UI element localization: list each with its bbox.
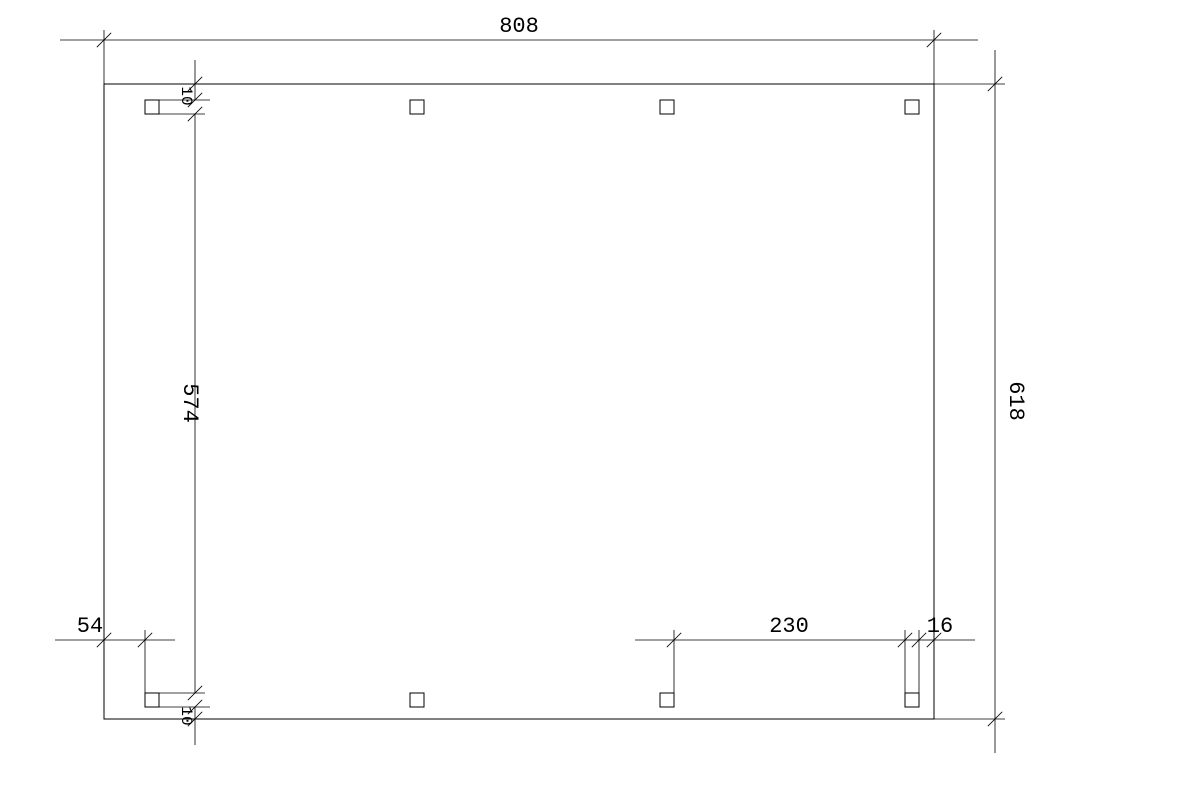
dim-right_16: 16 xyxy=(905,614,975,693)
dim-label-top_small_10: 10 xyxy=(177,86,195,105)
dim-left_54: 54 xyxy=(55,614,175,693)
post-3 xyxy=(660,100,674,114)
plan-outline xyxy=(104,84,934,719)
dim-label-left_54: 54 xyxy=(77,614,103,639)
post-8 xyxy=(905,693,919,707)
post-4 xyxy=(905,100,919,114)
technical-drawing: 808 618 574 10 10 54 230 16 xyxy=(0,0,1200,800)
dim-label-right_16: 16 xyxy=(927,614,953,639)
dim-label-right_total: 618 xyxy=(1003,381,1028,421)
dimensions-group: 808 618 574 10 10 54 230 16 xyxy=(55,14,1028,753)
post-5 xyxy=(145,693,159,707)
dim-right_total: 618 xyxy=(934,50,1028,753)
post-1 xyxy=(145,100,159,114)
post-6 xyxy=(410,693,424,707)
dim-label-top_total: 808 xyxy=(499,14,539,39)
dim-top_total: 808 xyxy=(60,14,978,84)
dim-mid_230: 230 xyxy=(635,614,912,693)
dim-label-left_inner: 574 xyxy=(177,383,202,423)
dim-left_inner: 574 xyxy=(159,107,205,700)
dim-label-bot_small_10: 10 xyxy=(177,706,195,725)
post-2 xyxy=(410,100,424,114)
post-7 xyxy=(660,693,674,707)
dim-bot_small_10: 10 xyxy=(159,700,210,745)
dim-label-mid_230: 230 xyxy=(769,614,809,639)
